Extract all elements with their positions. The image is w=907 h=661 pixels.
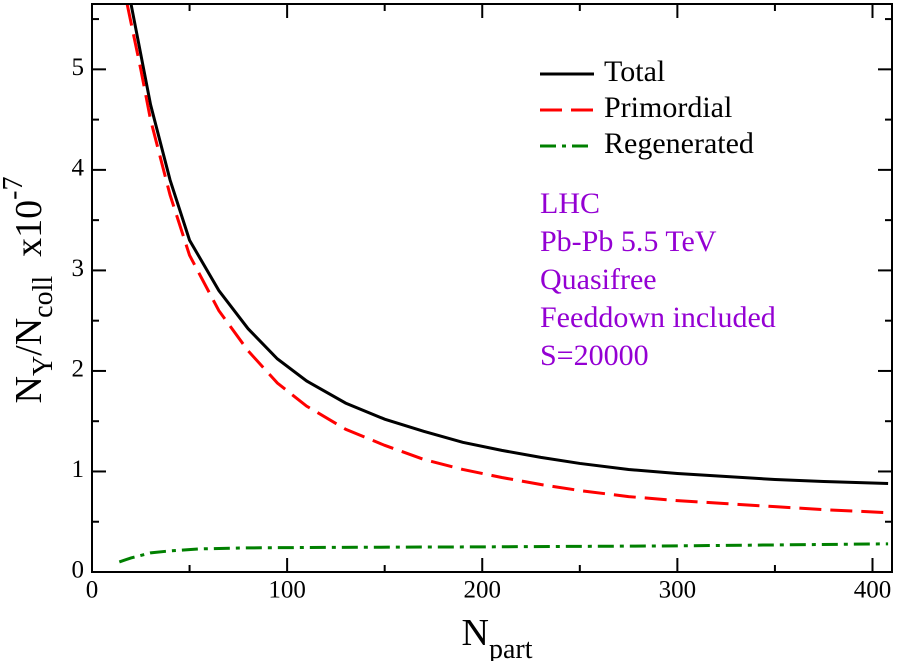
legend-label: Primordial bbox=[604, 91, 732, 124]
y-label-part: Y bbox=[28, 356, 59, 376]
y-axis-label: NY/Ncoll x10-7 bbox=[0, 176, 59, 403]
annotation: LHC bbox=[540, 187, 600, 220]
annotation: Feeddown included bbox=[540, 301, 776, 334]
annotation: Quasifree bbox=[540, 263, 657, 296]
y-tick-label: 1 bbox=[72, 456, 85, 483]
plot-frame bbox=[91, 3, 893, 573]
x-tick-label: 0 bbox=[86, 577, 99, 604]
legend-label: Regenerated bbox=[604, 127, 754, 160]
y-label-part: N bbox=[8, 376, 50, 403]
x-label-main: N bbox=[462, 612, 489, 654]
series-line bbox=[129, 3, 889, 486]
y-tick-label: 5 bbox=[72, 54, 85, 81]
y-label-part: coll bbox=[28, 276, 59, 318]
y-tick-label: 3 bbox=[72, 255, 85, 282]
y-tick-label: 4 bbox=[72, 155, 85, 182]
y-label-part: -7 bbox=[0, 176, 29, 199]
y-label-part: /N bbox=[8, 318, 50, 356]
series-line bbox=[118, 542, 889, 564]
legend-label: Total bbox=[604, 55, 665, 88]
x-tick-label: 400 bbox=[854, 577, 892, 604]
x-label-sub: part bbox=[489, 634, 533, 661]
x-tick-label: 100 bbox=[268, 577, 306, 604]
annotation: Pb-Pb 5.5 TeV bbox=[540, 225, 717, 258]
y-label-part: x10 bbox=[8, 200, 50, 276]
series-line bbox=[125, 3, 889, 515]
x-tick-label: 300 bbox=[659, 577, 697, 604]
x-axis-label: Npart bbox=[462, 612, 533, 661]
x-tick-label: 200 bbox=[463, 577, 501, 604]
annotation: S=20000 bbox=[540, 339, 649, 372]
y-tick-label: 2 bbox=[72, 356, 85, 383]
y-tick-label: 0 bbox=[72, 557, 85, 584]
